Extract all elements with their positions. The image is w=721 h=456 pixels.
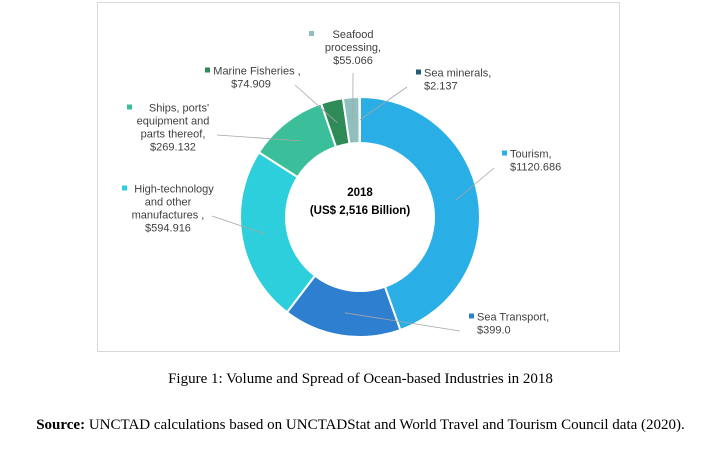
label-marker xyxy=(416,69,421,75)
slice-high-technology-and-other-manufactures xyxy=(239,150,317,314)
slice-labels: Tourism,$1120.686 Sea Transport,$399.0 Hig… xyxy=(122,29,561,337)
donut-chart: Tourism,$1120.686 Sea Transport,$399.0 Hig… xyxy=(122,29,561,338)
chart-area: Tourism, $1120.686 Sea Transport, $399.0 Hig… xyxy=(97,2,620,352)
label-marker xyxy=(127,104,132,110)
figure-caption: Figure 1: Volume and Spread of Ocean-bas… xyxy=(168,371,553,387)
slice-label: $74.909 xyxy=(231,79,271,91)
slice-label: Sea minerals, xyxy=(424,68,491,80)
slice-tourism xyxy=(359,95,481,332)
slice-label: equipment and xyxy=(137,116,210,128)
slice-label: $55.066 xyxy=(333,55,373,67)
slice-label: $399.0 xyxy=(477,325,511,337)
label-marker xyxy=(309,31,314,36)
label-marker xyxy=(122,185,127,191)
leader-line xyxy=(294,84,338,123)
slice-label: $1120.686 xyxy=(510,162,561,174)
slice-label: $269.132 xyxy=(150,142,196,154)
leader-lines xyxy=(211,72,495,332)
slice-label: $2.137 xyxy=(424,81,458,93)
leader-line xyxy=(344,312,461,332)
source-note: Source: UNCTAD calculations based on UNC… xyxy=(2,416,719,435)
slice-label: parts thereof, xyxy=(141,129,206,141)
slice-label: $594.916 xyxy=(145,223,191,235)
slice-label: and other xyxy=(145,197,192,209)
label-marker xyxy=(469,313,474,319)
slice-label: processing, xyxy=(325,42,381,54)
leader-line xyxy=(216,134,301,142)
center-label-total: (US$ 2,516 Billion) xyxy=(310,205,411,217)
slice-label: Seafood xyxy=(333,29,374,41)
label-marker xyxy=(205,67,210,73)
slice-label: Marine Fisheries , xyxy=(213,66,300,78)
source-text: UNCTAD calculations based on UNCTADStat … xyxy=(85,417,685,433)
slice-label: Ships, ports' xyxy=(149,103,209,115)
slice-sea-minerals xyxy=(358,95,361,145)
slice-label: Tourism, xyxy=(510,149,552,161)
center-label-year: 2018 xyxy=(347,187,373,199)
slice-label: High-technology xyxy=(134,184,214,196)
leader-line xyxy=(455,167,495,201)
slice-label: manufactures , xyxy=(132,210,205,222)
leader-line xyxy=(211,215,265,235)
donut-slices xyxy=(239,95,481,338)
source-prefix: Source: xyxy=(36,417,86,433)
slice-label: Sea Transport, xyxy=(477,312,549,324)
leader-line xyxy=(359,86,408,121)
label-marker xyxy=(502,150,507,156)
